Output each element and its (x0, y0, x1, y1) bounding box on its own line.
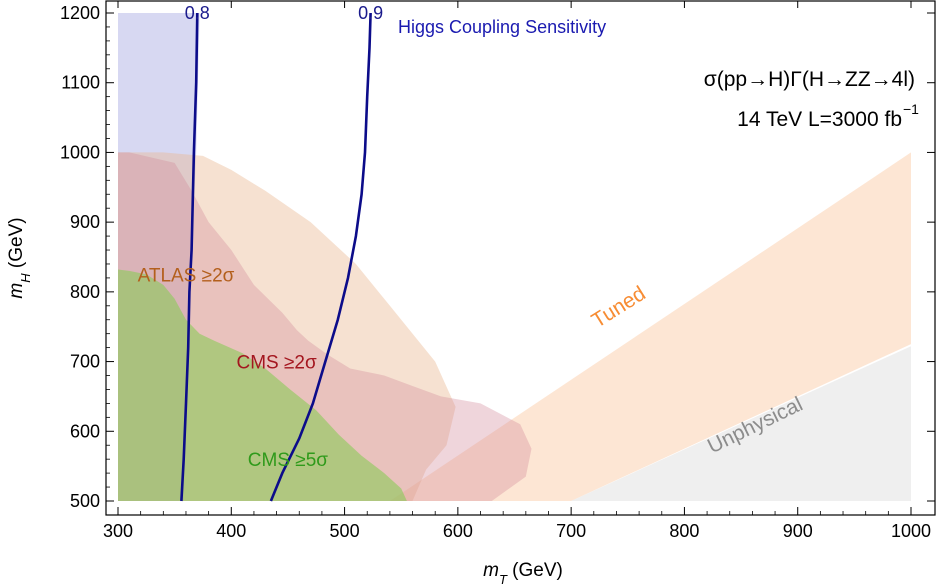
region-cms-5 (118, 269, 407, 501)
contour-label-0-8: 0.8 (185, 3, 210, 23)
y-tick-label: 1100 (61, 73, 100, 93)
annotation-cross-section: σ(pp→H)Γ(H→ZZ→4l) (704, 68, 915, 91)
x-tick-label: 800 (669, 521, 699, 541)
plot-frame (105, 0, 936, 516)
x-axis-title: mT (GeV) (483, 560, 563, 587)
x-tick-label: 1000 (891, 521, 931, 541)
x-tick-label: 900 (783, 521, 813, 541)
y-axis-title: mH (GeV) (6, 217, 33, 298)
annotation-luminosity: 14 TeV L=3000 fb (737, 108, 902, 131)
y-tick-label: 1200 (60, 3, 100, 23)
x-axis-title-main: m (483, 560, 499, 581)
y-axis-title-main: m (6, 283, 27, 299)
x-tick-label: 300 (103, 521, 133, 541)
y-axis-title-unit: (GeV) (6, 217, 27, 273)
contour-line-0-8 (180, 12, 199, 502)
contour-label-0-9: 0.9 (358, 3, 383, 23)
y-tick-label: 600 (70, 421, 100, 441)
region-label-cms-5: CMS ≥5σ (248, 450, 328, 471)
x-tick-label: 400 (216, 521, 246, 541)
chart-axes: 300 400 500 600 700 800 900 1000 500 600 700 800 900… (60, 0, 936, 541)
y-tick-label: 500 (70, 491, 100, 511)
y-tick-label: 1000 (60, 142, 100, 162)
y-tick-label: 800 (70, 282, 100, 302)
region-label-tuned: Tuned (588, 282, 650, 333)
region-label-cms-2: CMS ≥2σ (236, 353, 316, 374)
region-tuned (389, 152, 911, 501)
y-tick-label: 700 (70, 352, 100, 372)
annotation-luminosity-superscript: −1 (903, 101, 919, 117)
y-tick-label: 900 (70, 212, 100, 232)
chart-contour-lines (180, 12, 372, 502)
y-axis-title-sub: H (18, 273, 33, 283)
region-label-atlas-2: ATLAS ≥2σ (138, 265, 235, 286)
x-axis-title-sub: T (499, 572, 508, 587)
contour-line-0-9 (269, 12, 372, 502)
x-tick-label: 700 (556, 521, 586, 541)
coupling-sensitivity-title: Higgs Coupling Sensitivity (398, 17, 606, 37)
annotation-luminosity-text: 14 TeV L=3000 fb (737, 108, 902, 131)
region-unphysical (571, 346, 911, 501)
x-axis-title-unit: (GeV) (507, 560, 563, 581)
x-tick-label: 500 (330, 521, 360, 541)
chart-regions (118, 13, 911, 501)
x-tick-label: 600 (443, 521, 473, 541)
